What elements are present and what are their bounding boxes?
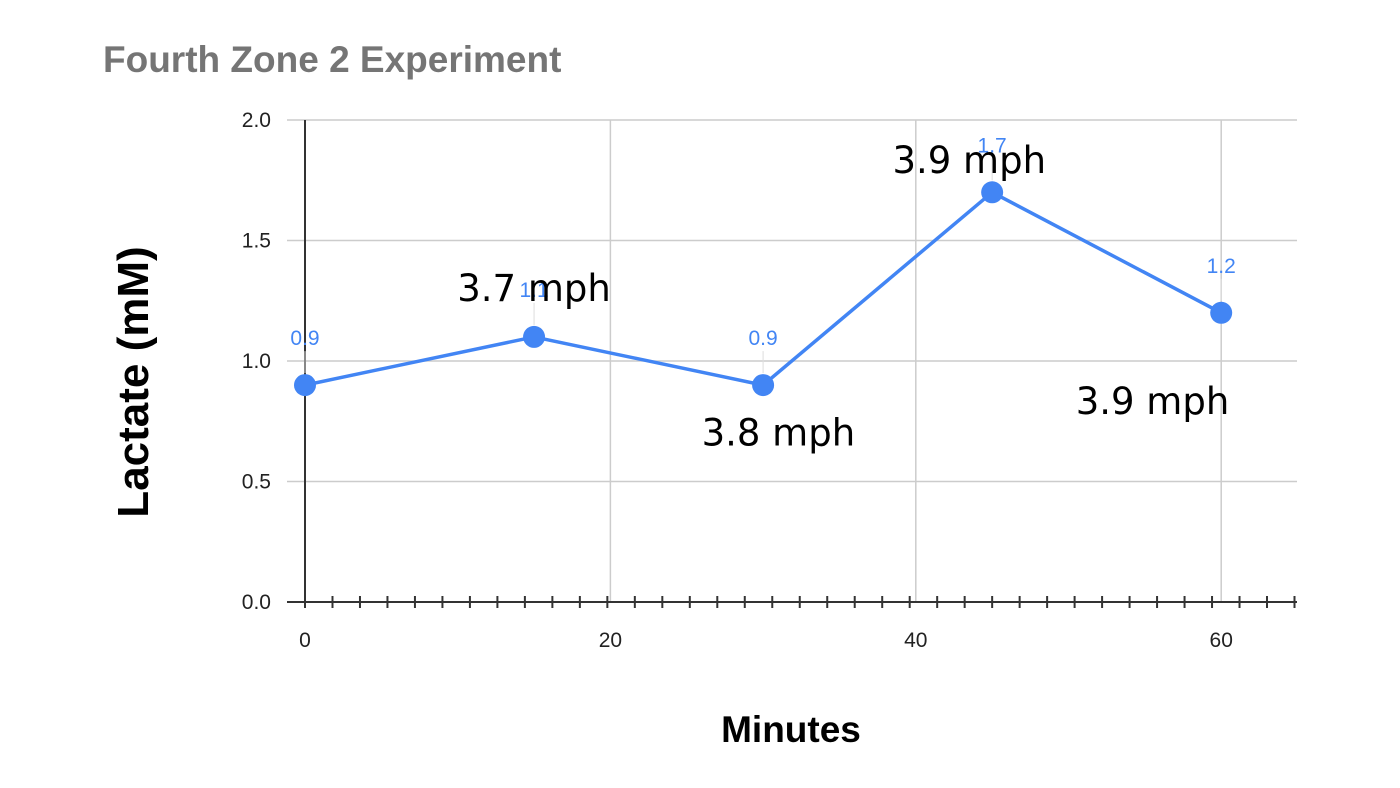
y-tick-label: 0.5 — [242, 471, 271, 494]
data-label: 0.9 — [290, 327, 319, 350]
x-minor-ticks — [304, 596, 1296, 608]
data-label: 1.2 — [1207, 255, 1236, 278]
data-label: 0.9 — [748, 327, 777, 350]
x-tick-label: 40 — [904, 629, 927, 652]
x-tick-label: 0 — [299, 629, 311, 652]
gridlines — [287, 119, 1297, 602]
data-point — [1210, 301, 1233, 324]
speed-annotation: 3.9 mph — [1076, 380, 1230, 423]
data-label: 1.1 — [519, 279, 548, 302]
y-tick-label: 0.0 — [242, 591, 271, 614]
data-point — [752, 374, 775, 397]
data-label: 1.7 — [978, 134, 1007, 157]
x-tick-label: 20 — [599, 629, 622, 652]
data-point — [294, 374, 316, 397]
chart-title: Fourth Zone 2 Experiment — [103, 39, 561, 80]
x-tick-labels: 0 20 40 60 — [299, 629, 1233, 652]
y-tick-label: 1.5 — [242, 230, 271, 253]
speed-annotation: 3.7 mph — [457, 267, 611, 310]
data-point — [981, 181, 1004, 204]
x-axis-title: Minutes — [721, 709, 861, 750]
speed-annotations: 3.7 mph 3.8 mph 3.9 mph 3.9 mph — [457, 139, 1229, 454]
speed-annotation: 3.9 mph — [892, 139, 1046, 182]
y-tick-label: 2.0 — [242, 109, 271, 132]
series-lactate: 0.9 1.1 0.9 1.7 1.2 — [290, 134, 1236, 397]
data-point — [523, 325, 546, 348]
x-tick-label: 60 — [1210, 629, 1233, 652]
speed-annotation: 3.8 mph — [702, 411, 856, 454]
y-tick-label: 1.0 — [242, 350, 271, 373]
y-axis-title: Lactate (mM) — [109, 246, 158, 517]
y-tick-labels: 0.0 0.5 1.0 1.5 2.0 — [242, 109, 271, 614]
